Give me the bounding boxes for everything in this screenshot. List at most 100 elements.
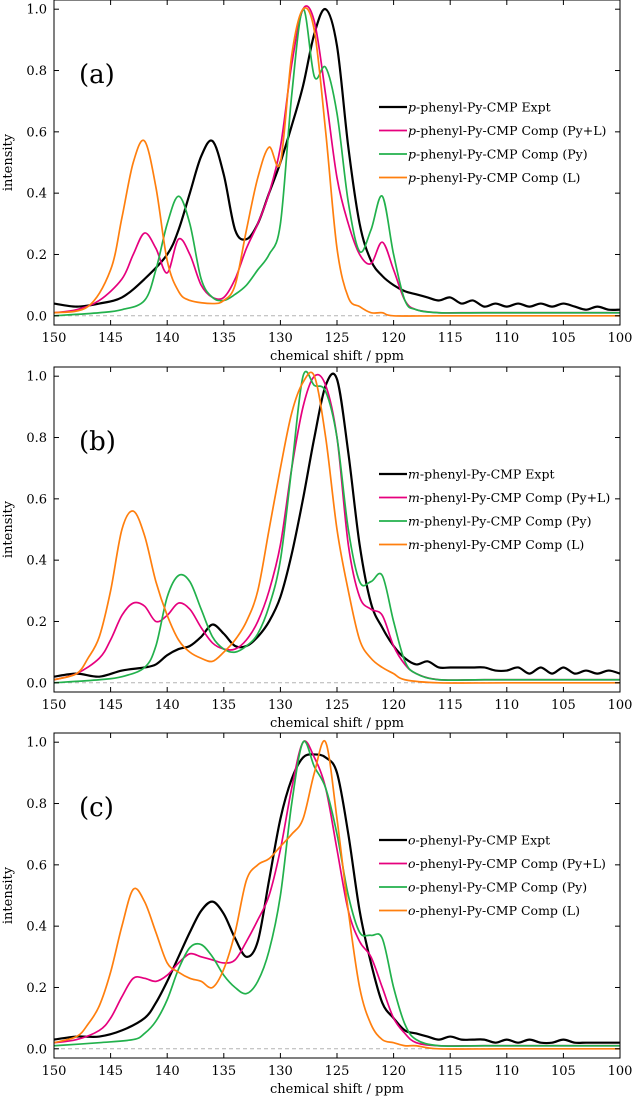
x-tick-label: 145 — [98, 331, 123, 346]
legend-entry-2: m-phenyl-Py-CMP Comp (Py+L) — [408, 490, 610, 505]
y-tick-label: 0.6 — [26, 125, 47, 140]
x-tick-label: 130 — [268, 331, 293, 346]
legend-prefix: o — [408, 880, 416, 895]
legend-rest: -phenyl-Py-CMP Comp (Py) — [420, 514, 592, 529]
y-tick-label: 1.0 — [26, 736, 47, 751]
legend-entry-1: o-phenyl-Py-CMP Expt — [408, 833, 550, 848]
legend-entry-3: p-phenyl-Py-CMP Comp (Py) — [408, 147, 588, 162]
legend-entry-4: p-phenyl-Py-CMP Comp (L) — [408, 170, 580, 185]
chart-panel-3: 150 145 140 135 130 125 120 115 110 105 100 0.0 0.2 0… — [1, 732, 633, 1097]
legend-prefix: p — [408, 100, 416, 115]
legend-rest: -phenyl-Py-CMP Comp (Py+L) — [420, 490, 610, 505]
x-axis-title: chemical shift / ppm — [270, 349, 404, 364]
legend-prefix: o — [408, 833, 416, 848]
y-tick-label: 0.2 — [26, 981, 47, 996]
series-lines — [54, 5, 620, 317]
legend-rest: -phenyl-Py-CMP Expt — [416, 100, 551, 115]
x-tick-label: 120 — [381, 331, 406, 346]
chart-panel-2: 150 145 140 135 130 125 120 115 110 105 100 0.0 0.2 0… — [1, 366, 633, 731]
legend-rest: -phenyl-Py-CMP Expt — [416, 833, 551, 848]
series-line-p-4 — [54, 7, 620, 317]
plot-frame — [53, 732, 621, 1059]
y-tick-label: 0.8 — [26, 797, 47, 812]
y-tick-label: 0.8 — [26, 64, 47, 79]
legend-entry-1: p-phenyl-Py-CMP Expt — [408, 100, 551, 115]
legend-prefix: p — [408, 147, 416, 162]
y-tick-label: 0.0 — [26, 309, 47, 324]
legend-prefix: p — [408, 123, 416, 138]
series-line-m-2 — [54, 373, 620, 682]
x-tick-label: 150 — [42, 331, 67, 346]
legend-entry-2: p-phenyl-Py-CMP Comp (Py+L) — [408, 123, 606, 138]
series-line-p-1 — [54, 8, 620, 311]
series-line-m-1 — [54, 372, 620, 678]
legend-entry-2: o-phenyl-Py-CMP Comp (Py+L) — [408, 856, 606, 871]
y-tick-label: 0.0 — [26, 676, 47, 691]
series-line-p-3 — [54, 8, 620, 317]
legend-prefix: m — [408, 537, 420, 552]
x-tick-label: 115 — [438, 331, 463, 346]
x-tick-label: 105 — [551, 698, 576, 713]
x-tick-label: 140 — [155, 331, 180, 346]
x-tick-label: 135 — [211, 698, 236, 713]
panel-label: (b) — [79, 427, 116, 457]
x-tick-label: 150 — [42, 1064, 67, 1079]
legend-prefix: o — [408, 903, 416, 918]
y-tick-label: 0.2 — [26, 615, 47, 630]
x-tick-label: 150 — [42, 698, 67, 713]
legend-rest: -phenyl-Py-CMP Comp (L) — [416, 170, 580, 185]
x-tick-label: 105 — [551, 1064, 576, 1079]
legend-entry-4: o-phenyl-Py-CMP Comp (L) — [408, 903, 580, 918]
y-tick-label: 0.2 — [26, 248, 47, 263]
x-tick-label: 140 — [155, 698, 180, 713]
legend-prefix: m — [408, 467, 420, 482]
x-tick-label: 125 — [325, 698, 350, 713]
y-tick-label: 0.4 — [26, 920, 47, 935]
x-tick-label: 140 — [155, 1064, 180, 1079]
x-tick-label: 145 — [98, 698, 123, 713]
series-line-o-3 — [54, 740, 620, 1048]
legend-prefix: m — [408, 490, 420, 505]
x-tick-label: 125 — [325, 331, 350, 346]
x-tick-label: 145 — [98, 1064, 123, 1079]
legend-entry-4: m-phenyl-Py-CMP Comp (L) — [408, 537, 584, 552]
y-tick-label: 1.0 — [26, 370, 47, 385]
x-tick-label: 110 — [494, 698, 519, 713]
x-tick-label: 115 — [438, 698, 463, 713]
series-lines — [54, 370, 620, 684]
series-lines — [54, 739, 620, 1050]
x-tick-label: 110 — [494, 1064, 519, 1079]
legend-prefix: o — [408, 856, 416, 871]
x-tick-label: 135 — [211, 331, 236, 346]
y-tick-label: 0.6 — [26, 858, 47, 873]
series-line-m-3 — [54, 370, 620, 684]
chart-panel-1: 150 145 140 135 130 125 120 115 110 105 100 0.0 0.2 0… — [1, 0, 632, 364]
legend-prefix: p — [408, 170, 416, 185]
panel-label: (a) — [79, 60, 115, 90]
legend-entry-3: o-phenyl-Py-CMP Comp (Py) — [408, 880, 587, 895]
legend-rest: -phenyl-Py-CMP Comp (L) — [420, 537, 584, 552]
x-tick-label: 130 — [268, 1064, 293, 1079]
x-tick-label: 115 — [438, 1064, 463, 1079]
y-tick-label: 0.0 — [26, 1042, 47, 1057]
legend-rest: -phenyl-Py-CMP Comp (Py) — [416, 880, 588, 895]
y-tick-label: 1.0 — [26, 3, 47, 18]
legend-rest: -phenyl-Py-CMP Expt — [420, 467, 555, 482]
x-tick-label: 105 — [551, 331, 576, 346]
series-line-m-4 — [54, 371, 620, 684]
y-tick-label: 0.4 — [26, 187, 47, 202]
x-tick-label: 120 — [381, 1064, 406, 1079]
x-tick-label: 100 — [608, 1064, 633, 1079]
x-tick-label: 100 — [608, 698, 633, 713]
legend-rest: -phenyl-Py-CMP Comp (Py+L) — [416, 856, 606, 871]
y-tick-label: 0.6 — [26, 492, 47, 507]
legend-rest: -phenyl-Py-CMP Comp (Py) — [416, 147, 588, 162]
y-tick-label: 0.8 — [26, 431, 47, 446]
x-tick-label: 120 — [381, 698, 406, 713]
panel-label: (c) — [79, 793, 114, 823]
series-line-o-2 — [54, 740, 620, 1047]
x-tick-label: 125 — [325, 1064, 350, 1079]
series-line-o-4 — [54, 739, 620, 1050]
